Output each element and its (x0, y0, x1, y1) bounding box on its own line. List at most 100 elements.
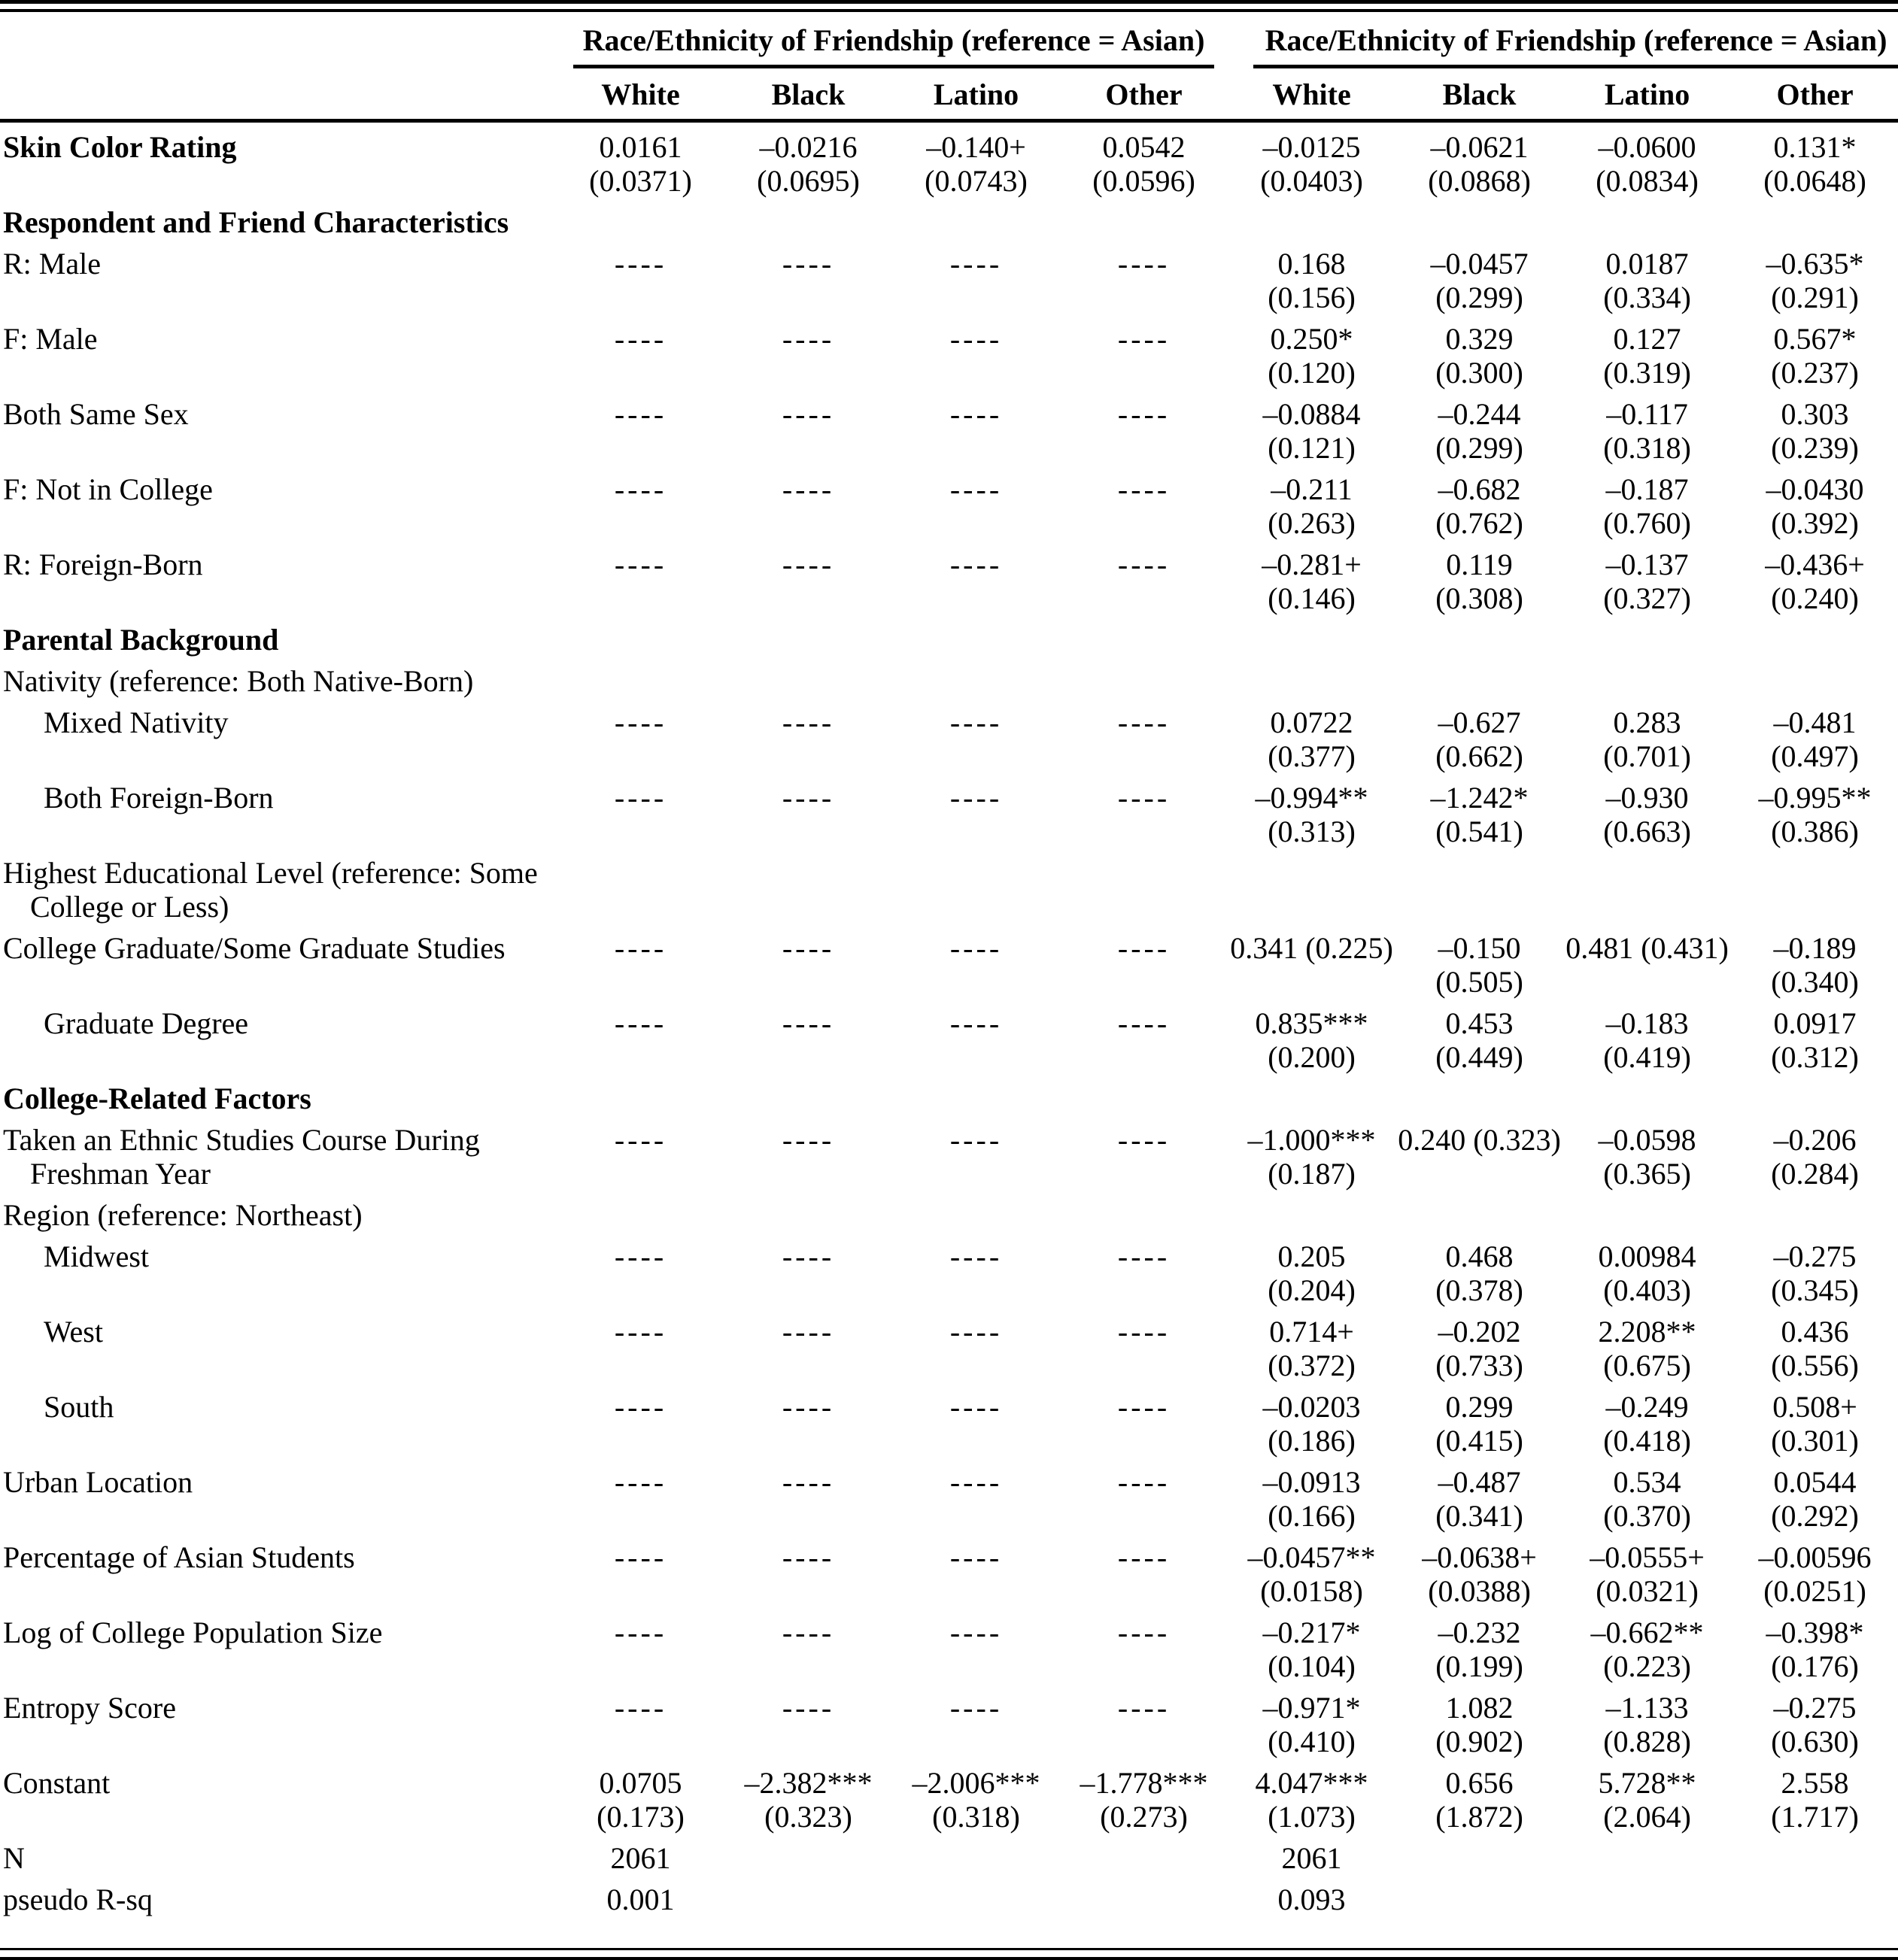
standard-error-value: (0.419) (1603, 1040, 1691, 1074)
standard-error-value (1060, 356, 1228, 390)
value-cell: ---- (892, 1458, 1060, 1533)
standard-error-value: (0.541) (1435, 815, 1523, 848)
value-cell (1060, 615, 1228, 657)
value-cell: ---- (724, 773, 892, 848)
standard-error-value (1228, 965, 1395, 999)
standard-error-value: (0.291) (1771, 281, 1859, 314)
value-cell: ---- (557, 999, 724, 1074)
value-cell (724, 1191, 892, 1232)
not-included-dashes: ---- (1117, 1006, 1171, 1040)
not-included-dashes: ---- (949, 1465, 1003, 1499)
row-label: Urban Location (3, 1465, 193, 1499)
value-cell: 0.283 (0.701) (1563, 698, 1731, 773)
not-included-dashes: ---- (949, 781, 1003, 815)
value-cell (1060, 1074, 1228, 1115)
standard-error-value: (0.200) (1268, 1040, 1356, 1074)
value-cell: ---- (724, 1683, 892, 1758)
coefficient-value: –2.382*** (744, 1766, 873, 1800)
not-included-dashes: ---- (1117, 1239, 1171, 1273)
not-included-dashes: ---- (782, 472, 835, 506)
not-included-dashes: ---- (1117, 548, 1171, 581)
coefficient-value: 0.299 (1445, 1390, 1514, 1424)
value-cell: –0.0125 (0.0403) (1228, 121, 1395, 198)
value-cell (724, 848, 892, 924)
standard-error-value (1060, 965, 1228, 999)
value-cell: 0.0917 (0.312) (1731, 999, 1898, 1074)
standard-error-value (1060, 431, 1228, 465)
table-row: Both Foreign-Born ---- ---- ---- ---- –0.… (0, 773, 1898, 848)
coefficient-value: –0.189 (1773, 931, 1857, 965)
value-cell: 2061 (1228, 1834, 1395, 1875)
coefficient-value: –0.137 (1605, 548, 1689, 581)
not-included-dashes: ---- (782, 1616, 835, 1649)
value-cell: 0.453 (0.449) (1395, 999, 1563, 1074)
standard-error-value: (2.064) (1603, 1800, 1691, 1834)
value-cell: 0.468 (0.378) (1395, 1232, 1563, 1307)
standard-error-value: (0.0868) (1428, 164, 1531, 198)
value-cell: –0.0203 (0.186) (1228, 1382, 1395, 1458)
not-included-dashes: ---- (782, 705, 835, 739)
not-included-dashes: ---- (782, 1006, 835, 1040)
value-cell: –0.0621 (0.0868) (1395, 121, 1563, 198)
standard-error-value (724, 506, 892, 540)
column-header-label-spacer (0, 68, 557, 123)
standard-error-value (1060, 1273, 1228, 1307)
row-label: West (44, 1315, 103, 1349)
value-cell: 0.168 (0.156) (1228, 239, 1395, 314)
coefficient-value: 2.208** (1598, 1315, 1696, 1349)
value-cell: –1.133 (0.828) (1563, 1683, 1731, 1758)
value-cell: ---- (724, 1232, 892, 1307)
standard-error-value: (0.334) (1603, 281, 1691, 314)
table-row: Urban Location ---- ---- ---- ---- –0.091… (0, 1458, 1898, 1533)
standard-error-value: (0.675) (1603, 1349, 1691, 1382)
coefficient-value: –0.0600 (1598, 130, 1696, 164)
value-cell: 0.835*** (0.200) (1228, 999, 1395, 1074)
value-cell: –0.0555+ (0.0321) (1563, 1533, 1731, 1608)
value-cell: ---- (724, 239, 892, 314)
standard-error-value: (0.301) (1771, 1424, 1859, 1458)
value-cell (1060, 657, 1228, 698)
standard-error-value: (0.156) (1268, 281, 1356, 314)
standard-error-value (892, 1574, 1060, 1608)
value-cell: 1.082 (0.902) (1395, 1683, 1563, 1758)
not-included-dashes: ---- (614, 705, 667, 739)
value-cell: –0.249 (0.418) (1563, 1382, 1731, 1458)
coefficient-value: –1.133 (1605, 1691, 1689, 1725)
table-row: F: Male ---- ---- ---- ---- 0.250* (0.120)… (0, 314, 1898, 390)
value-cell: ---- (892, 999, 1060, 1074)
coefficient-value: –0.627 (1438, 705, 1521, 739)
standard-error-value: (0.299) (1435, 281, 1523, 314)
standard-error-value: (0.701) (1603, 739, 1691, 773)
not-included-dashes: ---- (949, 1390, 1003, 1424)
standard-error-value (557, 1574, 724, 1608)
not-included-dashes: ---- (782, 1390, 835, 1424)
row-label: N (3, 1841, 25, 1875)
standard-error-value (1060, 1649, 1228, 1683)
value-cell: ---- (724, 1115, 892, 1191)
standard-error-value: (0.0596) (1092, 164, 1195, 198)
coefficient-value: –0.140+ (926, 130, 1026, 164)
not-included-dashes: ---- (1117, 1616, 1171, 1649)
value-cell: –0.0598 (0.365) (1563, 1115, 1731, 1191)
value-cell: –0.117 (0.318) (1563, 390, 1731, 465)
not-included-dashes: ---- (614, 931, 667, 965)
row-label: Both Foreign-Born (44, 781, 274, 815)
value-cell: 0.329 (0.300) (1395, 314, 1563, 390)
standard-error-value (892, 1499, 1060, 1533)
standard-error-value: (0.0403) (1260, 164, 1363, 198)
not-included-dashes: ---- (614, 1691, 667, 1725)
coefficient-value: 0.329 (1445, 322, 1514, 356)
standard-error-value: (0.403) (1603, 1273, 1691, 1307)
standard-error-value (892, 281, 1060, 314)
section-row: Respondent and Friend Characteristics (0, 198, 1898, 239)
not-included-dashes: ---- (1117, 1691, 1171, 1725)
standard-error-value (557, 1157, 724, 1191)
coefficient-value: –0.635* (1766, 247, 1864, 281)
not-included-dashes: ---- (949, 1315, 1003, 1349)
standard-error-value: (0.733) (1435, 1349, 1523, 1382)
value-cell: ---- (557, 540, 724, 615)
table-row: R: Male ---- ---- ---- ---- 0.168 (0.156) –… (0, 239, 1898, 314)
row-label: R: Foreign-Born (3, 548, 203, 581)
coefficient-value: 0.205 (1277, 1239, 1346, 1273)
table-row: Both Same Sex ---- ---- ---- ---- –0.0884… (0, 390, 1898, 465)
